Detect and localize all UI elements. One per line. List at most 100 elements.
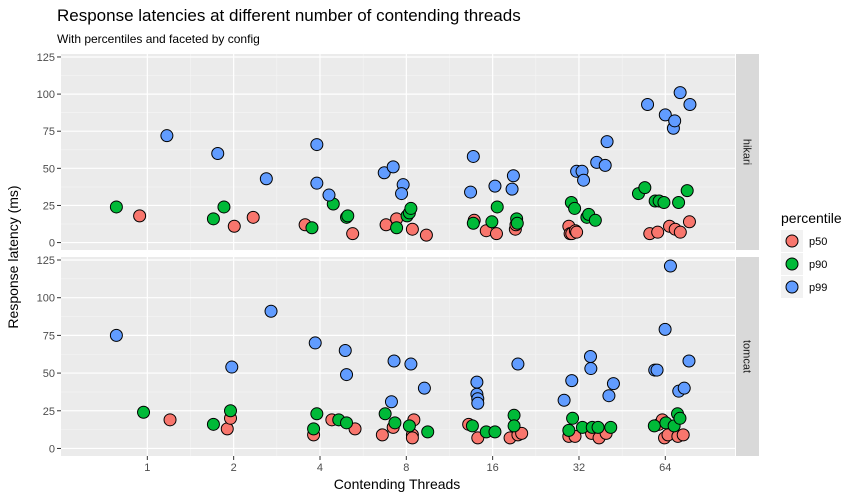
- data-point-p90: [206, 417, 220, 431]
- data-point-p99: [511, 357, 525, 371]
- y-tick-label: 50: [43, 163, 55, 175]
- data-point-p50: [651, 225, 665, 239]
- data-point-p50: [489, 227, 503, 241]
- y-tick-label: 100: [37, 89, 55, 101]
- data-point-p90: [568, 201, 582, 215]
- data-point-p99: [404, 357, 418, 371]
- data-point-p90: [404, 201, 418, 215]
- data-point-p99: [471, 396, 485, 410]
- data-point-p90: [638, 181, 652, 195]
- y-tick-label: 25: [43, 200, 55, 212]
- y-tick-label: 75: [43, 126, 55, 138]
- data-point-p99: [340, 368, 354, 382]
- legend: percentile p50 p90 p99: [781, 210, 842, 298]
- data-point-p90: [217, 200, 231, 214]
- facet-strip: [736, 257, 759, 456]
- data-point-p50: [676, 428, 690, 442]
- series-p99: [109, 259, 696, 410]
- y-tick-label: 0: [49, 443, 55, 455]
- data-point-p99: [606, 377, 620, 391]
- data-point-p50: [133, 209, 147, 223]
- data-point-p99: [600, 135, 614, 149]
- x-axis-label: Contending Threads: [334, 476, 461, 492]
- data-point-p90: [566, 411, 580, 425]
- data-point-p90: [507, 419, 521, 433]
- data-point-p99: [505, 182, 519, 196]
- data-point-p99: [668, 114, 682, 128]
- y-tick-label: 100: [37, 293, 55, 305]
- facet-panel-tomcat: 0 25 50 75 100 125 tomcat: [37, 255, 759, 456]
- data-point-p50: [227, 219, 241, 233]
- data-point-p90: [485, 215, 499, 229]
- data-point-p99: [565, 374, 579, 388]
- y-tick-label: 50: [43, 368, 55, 380]
- chart-subtitle: With percentiles and faceted by config: [57, 32, 260, 46]
- x-tick-label: 32: [573, 462, 585, 474]
- chart-title: Response latencies at different number o…: [57, 6, 521, 25]
- x-tick-label: 2: [231, 462, 237, 474]
- data-point-p99: [160, 129, 174, 143]
- data-point-p99: [259, 172, 273, 186]
- y-tick-label: 75: [43, 330, 55, 342]
- facet-strip-label: tomcat: [741, 340, 753, 373]
- data-point-p99: [417, 381, 431, 395]
- data-point-p99: [386, 160, 400, 174]
- data-point-p99: [308, 336, 322, 350]
- y-tick-label: 25: [43, 406, 55, 418]
- data-point-p90: [109, 200, 123, 214]
- data-point-p50: [346, 227, 360, 241]
- data-point-p99: [602, 389, 616, 403]
- data-point-p99: [583, 350, 597, 363]
- data-point-p99: [683, 97, 697, 111]
- data-point-p99: [310, 138, 324, 152]
- data-point-p90: [421, 425, 435, 439]
- data-point-p99: [225, 360, 239, 374]
- data-point-p90: [388, 416, 402, 430]
- panels-layer: 0 25 50 75 100 125 hikari 0 25 50 75 100 125 tomcat: [37, 52, 759, 456]
- x-axis: 1 2 4 8 16 32 64: [144, 456, 671, 474]
- data-point-p50: [682, 215, 696, 229]
- y-tick-label: 125: [37, 52, 55, 64]
- data-point-p90: [137, 405, 151, 419]
- data-point-p99: [682, 354, 696, 368]
- data-point-p90: [488, 425, 502, 439]
- data-point-p90: [341, 209, 355, 223]
- series-p99: [160, 86, 697, 202]
- facet-strip-label: hikari: [741, 139, 753, 165]
- data-point-p90: [562, 423, 576, 437]
- data-point-p99: [673, 86, 687, 100]
- data-point-p99: [395, 187, 409, 201]
- data-point-p99: [598, 158, 612, 172]
- data-point-p99: [338, 343, 352, 357]
- data-point-p90: [672, 195, 686, 209]
- data-point-p99: [488, 179, 502, 193]
- data-point-p90: [588, 213, 602, 227]
- data-point-p90: [310, 407, 324, 421]
- data-point-p99: [641, 97, 655, 111]
- x-tick-label: 8: [403, 462, 409, 474]
- data-point-p99: [650, 363, 664, 377]
- y-tick-label: 125: [37, 255, 55, 267]
- data-point-p50: [419, 228, 433, 242]
- data-point-p99: [506, 169, 520, 183]
- data-point-p90: [206, 212, 220, 226]
- x-tick-label: 1: [144, 462, 150, 474]
- data-point-p90: [305, 221, 319, 235]
- legend-title: percentile: [781, 210, 842, 226]
- data-point-p99: [387, 354, 401, 368]
- data-point-p99: [464, 185, 478, 199]
- data-point-p99: [322, 188, 336, 202]
- facet-panel-hikari: 0 25 50 75 100 125 hikari: [37, 52, 759, 250]
- data-point-p99: [584, 362, 598, 376]
- data-point-p90: [673, 411, 687, 425]
- data-point-p90: [510, 216, 524, 230]
- data-point-p99: [658, 108, 672, 122]
- legend-label-p99: p99: [809, 282, 827, 294]
- data-point-p99: [377, 166, 391, 180]
- data-point-p90: [657, 195, 671, 209]
- data-point-p99: [577, 173, 591, 187]
- legend-swatch-p99: [785, 280, 799, 294]
- data-point-p99: [109, 328, 123, 342]
- x-tick-label: 64: [659, 462, 671, 474]
- data-point-p90: [465, 419, 479, 433]
